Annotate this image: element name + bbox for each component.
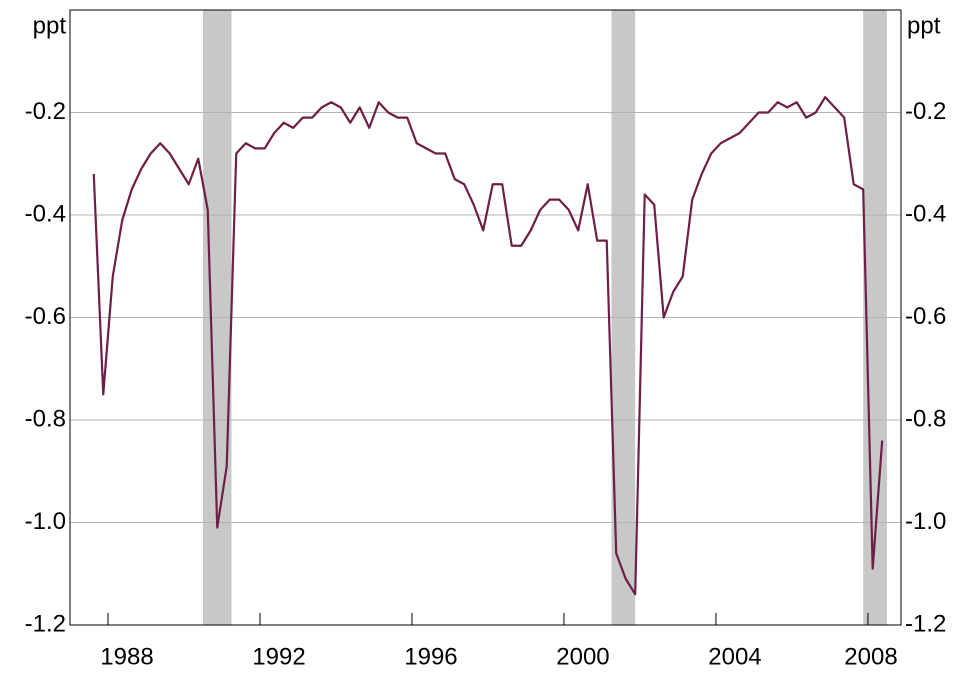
y-tick-label-left: -0.6	[25, 303, 66, 330]
y-tick-label-right: -0.6	[905, 303, 946, 330]
y-tick-label-left: -1.0	[25, 508, 66, 535]
x-tick-label: 2008	[844, 643, 897, 670]
y-unit-right: ppt	[907, 12, 941, 39]
y-unit-left: ppt	[33, 12, 67, 39]
y-tick-label-right: -1.2	[905, 610, 946, 637]
y-tick-label-right: -0.4	[905, 200, 946, 227]
y-tick-label-left: -1.2	[25, 610, 66, 637]
y-tick-label-left: -0.4	[25, 200, 66, 227]
data-line	[92, 96, 884, 596]
plot-frame	[69, 9, 902, 626]
x-tick-label: 2000	[556, 643, 609, 670]
y-tick-label-left: -0.8	[25, 405, 66, 432]
x-tick-label: 1988	[100, 643, 153, 670]
y-tick-label-right: -0.8	[905, 405, 946, 432]
y-tick-label-left: -0.2	[25, 98, 66, 125]
y-tick-label-right: -1.0	[905, 508, 946, 535]
x-tick-label: 1996	[404, 643, 457, 670]
x-tick-label: 1992	[252, 643, 305, 670]
x-tick-label: 2004	[708, 643, 761, 670]
y-tick-label-right: -0.2	[905, 98, 946, 125]
